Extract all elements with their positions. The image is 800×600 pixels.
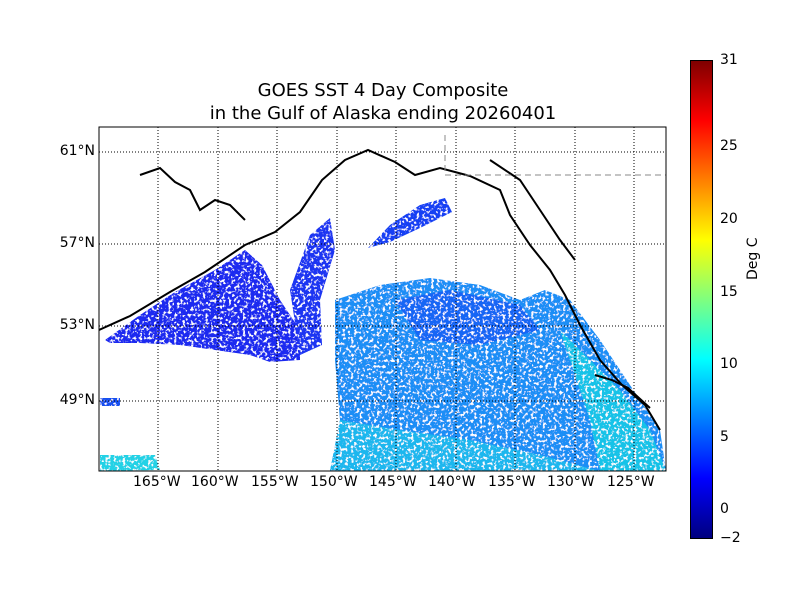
- coastline: [99, 148, 661, 431]
- colorbar-tick-minus2: −2: [720, 530, 741, 546]
- lon-label-140: 140°W: [428, 474, 476, 490]
- sst-patch-east-north: [395, 290, 540, 345]
- lon-label-150: 150°W: [310, 474, 358, 490]
- colorbar-tick-5: 5: [720, 429, 729, 445]
- sst-patch-coastal: [560, 330, 666, 471]
- graticule: [99, 127, 666, 471]
- lat-label-57: 57°N: [59, 235, 95, 251]
- lon-label-125: 125°W: [607, 474, 655, 490]
- lat-label-49: 49°N: [59, 392, 95, 408]
- colorbar-tick-15: 15: [720, 284, 738, 300]
- map-title-line1: GOES SST 4 Day Composite: [257, 80, 509, 101]
- sst-patch-west: [105, 250, 300, 362]
- lat-label-61: 61°N: [59, 143, 95, 159]
- colorbar-tick-31: 31: [720, 52, 738, 68]
- map-frame: [98, 126, 667, 472]
- lat-label-53: 53°N: [59, 317, 95, 333]
- lon-label-165: 165°W: [133, 474, 181, 490]
- sst-patch-central: [290, 218, 335, 355]
- sst-patch-small: [100, 398, 120, 406]
- colorbar-tick-25: 25: [720, 138, 738, 154]
- colorbar-tick-20: 20: [720, 211, 738, 227]
- colorbar-tick-0: 0: [720, 501, 729, 517]
- lon-label-155: 155°W: [251, 474, 299, 490]
- lon-label-145: 145°W: [369, 474, 417, 490]
- sst-patch-south: [330, 420, 600, 471]
- lon-label-130: 130°W: [547, 474, 595, 490]
- colorbar: [690, 60, 713, 539]
- map-title-line2: in the Gulf of Alaska ending 20260401: [209, 103, 557, 124]
- border-line: [444, 135, 666, 176]
- sst-patch-southwest: [100, 455, 160, 471]
- colorbar-tick-10: 10: [720, 356, 738, 372]
- sst-patch-north: [368, 198, 452, 248]
- colorbar-label: Deg C: [745, 237, 761, 280]
- lon-label-135: 135°W: [488, 474, 536, 490]
- lon-label-160: 160°W: [191, 474, 239, 490]
